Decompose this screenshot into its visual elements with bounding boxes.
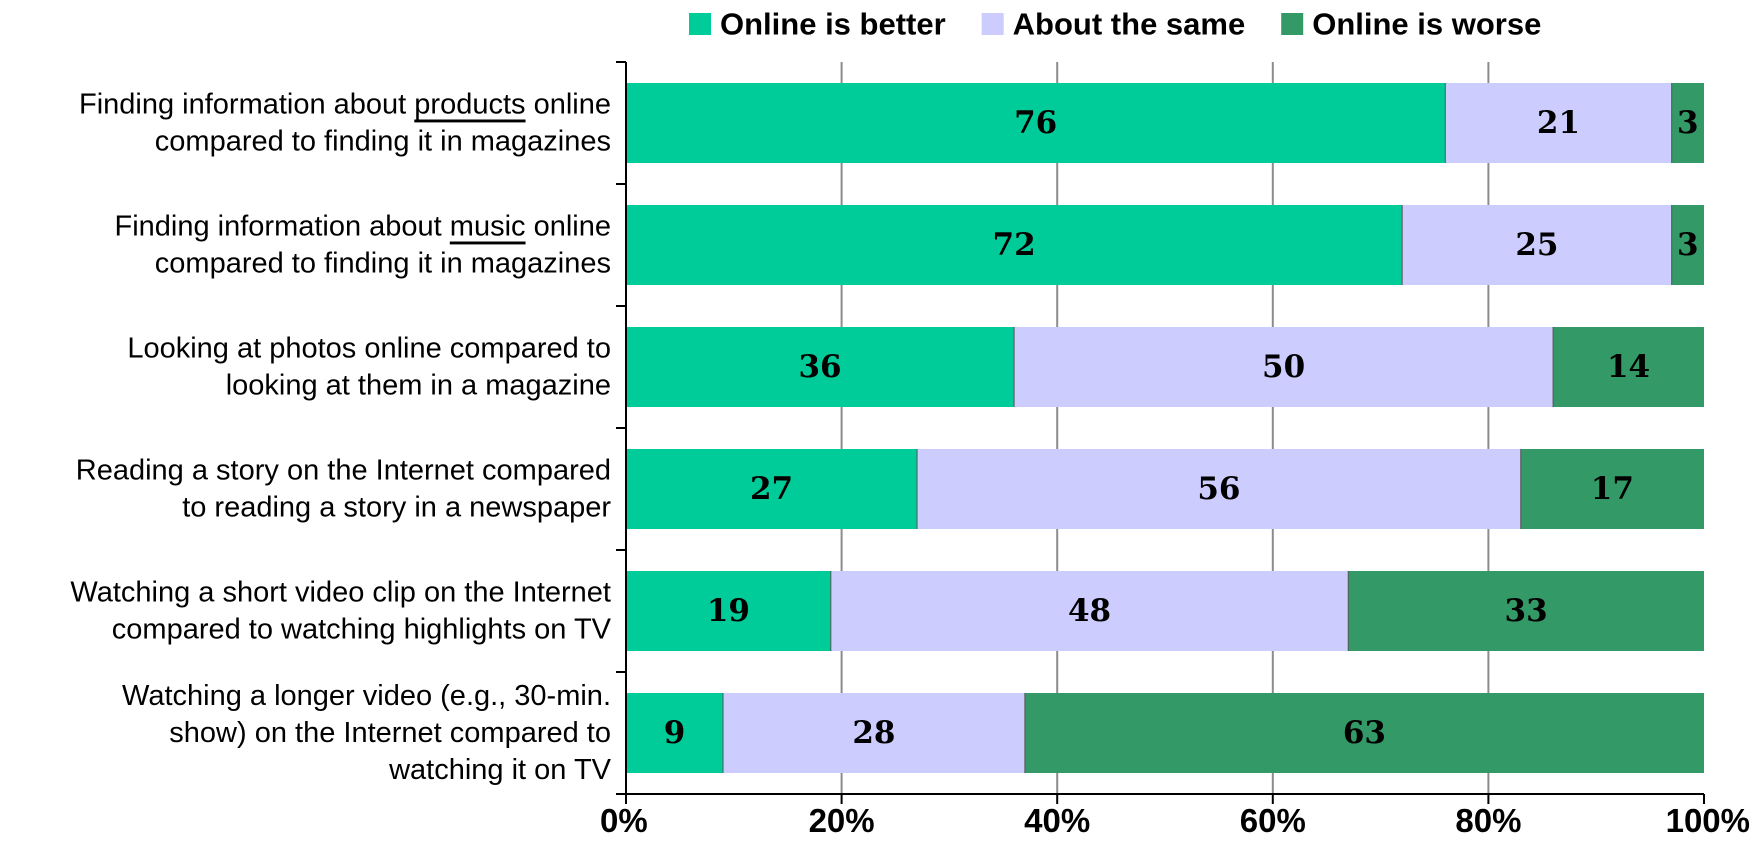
bar-segment xyxy=(626,571,831,651)
x-tick-label: 20% xyxy=(809,802,875,839)
category-label-line: Watching a short video clip on the Inter… xyxy=(70,577,611,609)
x-tick-label: 100% xyxy=(1666,802,1750,839)
bar-segment xyxy=(917,449,1521,529)
legend-label: Online is better xyxy=(720,7,946,42)
bar-value-label: 56 xyxy=(1197,471,1240,507)
bar-segment xyxy=(626,327,1015,407)
axes: 0% 20% 40% 60% 80% 100% xyxy=(600,61,1750,839)
bar-segment xyxy=(1520,449,1704,529)
bar-value-label: 50 xyxy=(1262,349,1305,385)
category-label-line: compared to watching highlights on TV xyxy=(112,614,612,646)
bar-segment xyxy=(626,205,1403,285)
bars: 76 21 3 72 25 3 36 50 14 27 56 17 19 48 33 9 28 63 xyxy=(626,83,1704,773)
x-tick-label: 60% xyxy=(1240,802,1306,839)
bar-value-label: 14 xyxy=(1607,349,1650,385)
legend-label: Online is worse xyxy=(1312,7,1541,42)
bar-value-label: 19 xyxy=(707,593,750,629)
bar-segment xyxy=(626,693,724,773)
bar-value-label: 21 xyxy=(1537,105,1580,141)
legend-swatch xyxy=(689,13,711,35)
bar-segment xyxy=(1402,205,1672,285)
legend-label: About the same xyxy=(1013,7,1246,42)
category-label-line: to reading a story in a newspaper xyxy=(182,492,611,524)
bar-value-label: 72 xyxy=(993,227,1036,263)
x-tick-label: 0% xyxy=(600,802,648,839)
category-label-line: Finding information about music online xyxy=(114,211,611,243)
bar-segment xyxy=(626,83,1446,163)
category-label-line: Watching a longer video (e.g., 30-min. xyxy=(122,680,611,712)
category-label-line: compared to finding it in magazines xyxy=(155,248,611,280)
bar-value-label: 48 xyxy=(1068,593,1111,629)
category-labels: Finding information about products onlin… xyxy=(70,89,611,787)
bar-value-label: 3 xyxy=(1677,227,1699,263)
bar-segment xyxy=(626,449,918,529)
legend: Online is better About the same Online is … xyxy=(689,7,1541,42)
bar-segment xyxy=(830,571,1349,651)
bar-value-label: 76 xyxy=(1014,105,1057,141)
bar-segment xyxy=(1671,205,1704,285)
legend-swatch xyxy=(1281,13,1304,35)
bar-segment xyxy=(1671,83,1704,163)
legend-swatch xyxy=(981,13,1004,35)
category-label-line: compared to finding it in magazines xyxy=(155,126,611,158)
bar-segment xyxy=(1014,327,1554,407)
bar-value-label: 33 xyxy=(1505,593,1548,629)
bar-value-label: 28 xyxy=(852,715,895,751)
bar-value-label: 9 xyxy=(664,715,686,751)
bar-value-label: 25 xyxy=(1515,227,1558,263)
category-label-line: Reading a story on the Internet compared xyxy=(76,455,611,487)
bar-segment xyxy=(1445,83,1672,163)
bar-value-label: 3 xyxy=(1677,105,1699,141)
bar-segment xyxy=(1024,693,1704,773)
category-label-line: watching it on TV xyxy=(388,754,612,786)
bar-value-label: 17 xyxy=(1591,471,1634,507)
category-label-line: Looking at photos online compared to xyxy=(127,333,611,365)
bar-segment xyxy=(1348,571,1704,651)
category-label-line: show) on the Internet compared to xyxy=(169,717,611,749)
category-label-line: Finding information about products onlin… xyxy=(79,89,611,121)
gridlines xyxy=(840,62,1490,794)
x-tick-label: 80% xyxy=(1455,802,1521,839)
x-tick-label: 40% xyxy=(1024,802,1090,839)
bar-value-label: 63 xyxy=(1343,715,1386,751)
bar-segment xyxy=(1553,327,1704,407)
bar-value-label: 27 xyxy=(750,471,793,507)
bar-segment xyxy=(723,693,1025,773)
bar-value-label: 36 xyxy=(798,349,841,385)
category-label-line: looking at them in a magazine xyxy=(226,370,611,402)
